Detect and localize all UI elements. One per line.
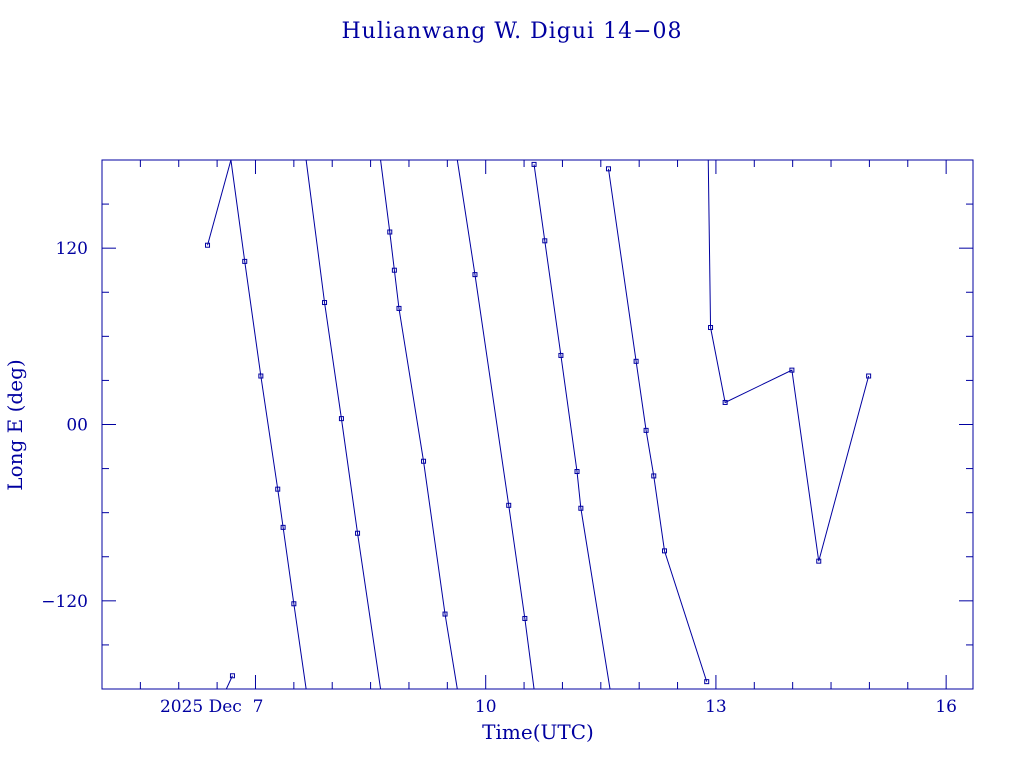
- series-line: [707, 159, 870, 562]
- series-line: [305, 159, 382, 690]
- chart-title: Hulianwang W. Digui 14−08: [341, 19, 682, 44]
- data-point: [472, 272, 478, 278]
- series-line: [456, 159, 535, 690]
- data-point: [396, 305, 402, 311]
- plot-frame: [101, 159, 974, 690]
- data-point: [391, 267, 397, 273]
- data-point: [258, 373, 264, 379]
- data-point: [542, 238, 548, 244]
- data-point: [322, 300, 328, 306]
- data-point: [506, 502, 512, 508]
- data-point: [574, 469, 580, 475]
- data-point: [866, 373, 872, 379]
- data-point: [789, 367, 795, 373]
- y-tick-label: 120: [56, 239, 88, 259]
- data-point: [643, 427, 649, 433]
- data-point: [355, 530, 361, 536]
- data-point: [651, 473, 657, 479]
- data-point: [421, 458, 427, 464]
- data-point: [522, 615, 528, 621]
- data-point: [280, 524, 286, 530]
- ticks-layer: 2025 Dec 7 10 13 16 120 00 −120: [41, 160, 973, 717]
- data-point: [578, 505, 584, 511]
- data-point: [291, 601, 297, 607]
- x-tick-label: 2025 Dec 7: [160, 697, 264, 717]
- series-line: [607, 168, 708, 682]
- data-point: [633, 358, 639, 364]
- series-line: [380, 159, 458, 690]
- x-tick-label: 13: [705, 697, 727, 717]
- data-point: [605, 166, 611, 172]
- series-line: [207, 159, 232, 246]
- x-axis-label: Time(UTC): [482, 720, 594, 744]
- data-point: [229, 673, 235, 679]
- data-point: [662, 548, 668, 554]
- x-tick-label: 16: [935, 697, 957, 717]
- data-point: [275, 486, 281, 492]
- series-line: [533, 164, 611, 690]
- data-point: [387, 229, 393, 235]
- data-point: [708, 325, 714, 331]
- data-point: [205, 242, 211, 248]
- data-point: [242, 258, 248, 264]
- y-tick-label: −120: [41, 592, 88, 612]
- y-tick-label: 00: [66, 416, 88, 436]
- x-tick-label: 10: [475, 697, 497, 717]
- series-line: [230, 159, 307, 690]
- data-point: [442, 611, 448, 617]
- data-point: [816, 558, 822, 564]
- y-axis-label: Long E (deg): [3, 359, 27, 490]
- data-point: [704, 679, 710, 685]
- series-layer: [205, 159, 872, 690]
- data-point: [531, 161, 537, 167]
- data-point: [338, 416, 344, 422]
- data-point: [558, 352, 564, 358]
- data-point: [722, 399, 728, 405]
